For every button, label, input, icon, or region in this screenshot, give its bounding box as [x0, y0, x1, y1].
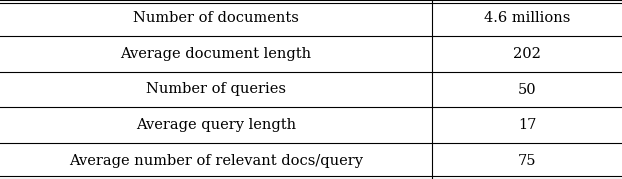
Text: 4.6 millions: 4.6 millions: [484, 11, 570, 25]
Text: Number of documents: Number of documents: [133, 11, 299, 25]
Text: 50: 50: [518, 83, 536, 96]
Text: 17: 17: [518, 118, 536, 132]
Text: Number of queries: Number of queries: [146, 83, 286, 96]
Text: Average query length: Average query length: [136, 118, 296, 132]
Text: Average document length: Average document length: [121, 47, 312, 61]
Text: Average number of relevant docs/query: Average number of relevant docs/query: [69, 154, 363, 168]
Text: 75: 75: [518, 154, 536, 168]
Text: 202: 202: [513, 47, 541, 61]
